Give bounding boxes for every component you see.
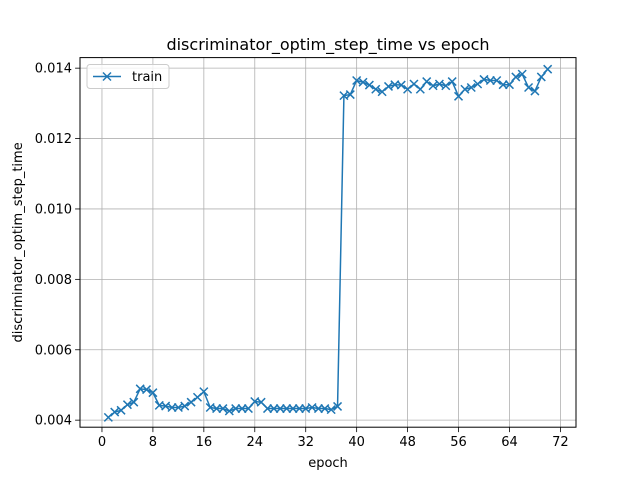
grid (80, 57, 576, 428)
x-tick-label: 32 (297, 435, 314, 450)
x-tick-label: 48 (399, 435, 416, 450)
y-tick-label: 0.008 (35, 273, 72, 288)
x-axis-label: epoch (308, 456, 348, 471)
data-point-marker (409, 79, 419, 89)
data-point-marker (434, 79, 444, 89)
legend-label-train: train (132, 70, 162, 85)
x-tick-label: 16 (196, 435, 213, 450)
data-point-marker (466, 82, 476, 93)
y-axis-label: discriminator_optim_step_time (11, 142, 26, 342)
data-point-marker (377, 87, 387, 97)
data-point-marker (243, 404, 253, 414)
data-point-marker (371, 84, 381, 94)
data-point-marker (403, 84, 413, 94)
data-point-marker (383, 81, 394, 91)
data-point-marker (517, 69, 527, 79)
data-point-marker (224, 406, 234, 416)
data-point-marker (524, 82, 534, 93)
y-tick-label: 0.004 (35, 414, 72, 429)
data-point-marker (199, 387, 209, 397)
data-point-marker (492, 75, 502, 86)
data-point-marker (415, 84, 425, 94)
y-tick-label: 0.014 (35, 62, 72, 77)
legend-marker-x (102, 71, 112, 82)
x-tick-label: 56 (450, 435, 467, 450)
data-point-marker (129, 397, 139, 407)
data-point-marker (422, 77, 432, 87)
data-point-marker (180, 401, 190, 411)
data-point-marker (530, 86, 540, 96)
data-point-marker (142, 385, 152, 395)
data-point-marker (460, 84, 470, 94)
data-point-marker (473, 79, 483, 89)
data-point-marker (333, 401, 343, 411)
tick-layer: 0 8 16 24 32 40 48 56 64 72 0.004 0.006 0.008 0.010 0.… (35, 62, 569, 451)
data-point-marker (358, 77, 368, 87)
legend: train (86, 64, 170, 89)
data-point-marker (504, 80, 514, 90)
series-line-train (107, 68, 549, 418)
chart-title: discriminator_optim_step_time vs epoch (166, 35, 489, 55)
data-point-marker (345, 90, 355, 100)
data-point-marker (122, 400, 132, 410)
y-tick-label: 0.012 (35, 132, 72, 147)
x-tick-label: 40 (348, 435, 365, 450)
data-point-marker (396, 80, 406, 90)
x-tick-label: 8 (149, 435, 157, 450)
y-tick-label: 0.010 (35, 202, 72, 217)
data-point-marker (536, 72, 546, 82)
x-tick-label: 72 (552, 435, 569, 450)
plot-frame (79, 57, 577, 428)
data-point-marker (186, 397, 196, 407)
x-tick-label: 64 (501, 435, 518, 450)
data-point-marker (447, 77, 457, 87)
series-layer (103, 64, 553, 422)
data-point-marker (352, 75, 362, 86)
data-point-marker (110, 407, 120, 417)
data-point-marker (103, 412, 113, 422)
legend-marker-swatch (102, 71, 112, 82)
data-point-marker (453, 91, 464, 101)
data-point-marker (326, 405, 336, 415)
x-tick-label: 0 (98, 435, 106, 450)
legend-box (86, 64, 170, 89)
data-point-marker (428, 81, 438, 91)
data-point-marker (148, 388, 158, 398)
y-tick-label: 0.006 (35, 343, 72, 358)
data-point-marker (543, 64, 553, 74)
data-point-marker (364, 80, 374, 90)
x-tick-label: 24 (247, 435, 264, 450)
data-point-marker (441, 81, 451, 91)
data-point-marker (218, 404, 228, 414)
data-point-marker (511, 72, 521, 82)
